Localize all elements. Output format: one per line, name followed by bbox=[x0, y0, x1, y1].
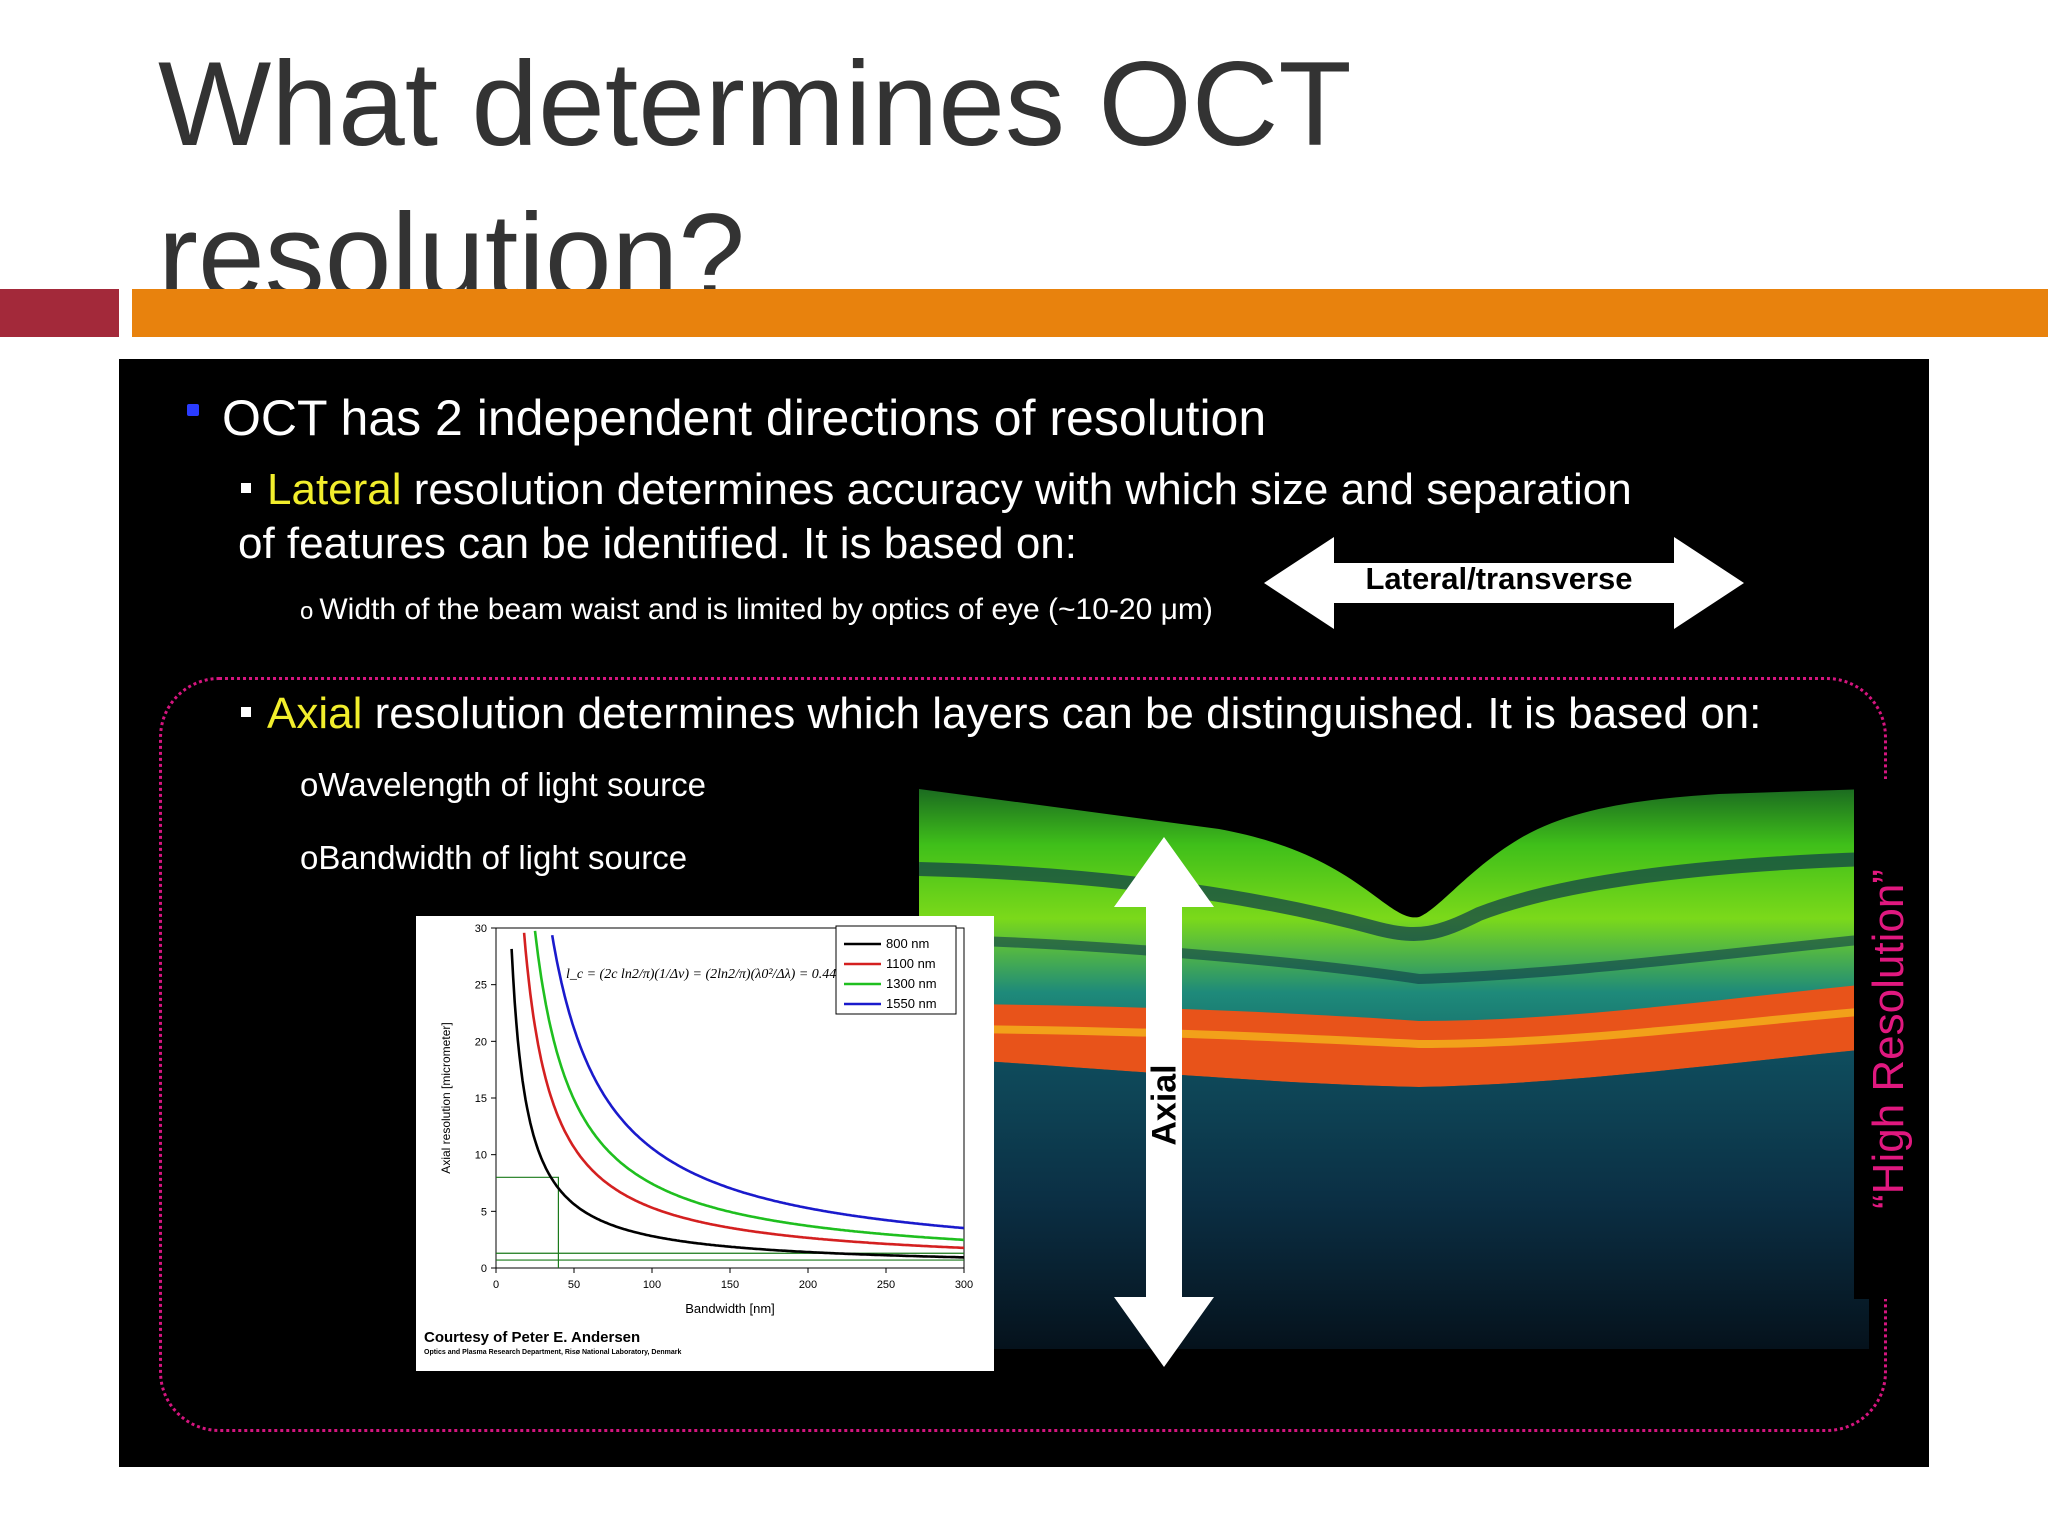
legend-label-1100: 1100 nm bbox=[886, 956, 936, 971]
sub-bullet-marker: o bbox=[300, 839, 319, 876]
bullet-lateral: Lateral resolution determines accuracy w… bbox=[241, 465, 1632, 515]
legend-box bbox=[835, 925, 957, 1015]
y-tick-label: 25 bbox=[475, 980, 487, 992]
x-axis-label: Bandwidth [nm] bbox=[685, 1301, 775, 1316]
guide-line bbox=[496, 1176, 559, 1268]
sub-bullet-marker: o bbox=[300, 766, 319, 803]
axial-sub-text-2: Bandwidth of light source bbox=[318, 839, 688, 876]
y-axis-label: Axial resolution [micrometer] bbox=[439, 1022, 453, 1173]
title-accent-orange bbox=[132, 289, 2048, 337]
axial-text: resolution determines which layers can b… bbox=[362, 689, 1762, 738]
x-tick-label: 300 bbox=[955, 1279, 973, 1291]
axial-sub-text-1: Wavelength of light source bbox=[318, 766, 707, 803]
series-line-1100 bbox=[522, 932, 965, 1250]
series-line-1550 bbox=[550, 934, 965, 1230]
x-tick-label: 150 bbox=[721, 1279, 739, 1291]
axial-double-arrow-icon bbox=[1114, 837, 1214, 1367]
bullet-axial: Axial resolution determines which layers… bbox=[241, 689, 1761, 739]
bullet-dot bbox=[187, 404, 199, 416]
axial-arrow-label: Axial bbox=[1145, 1064, 1184, 1146]
chart-credit: Courtesy of Peter E. Andersen bbox=[424, 1329, 641, 1346]
axial-sub-bullet-2: oBandwidth of light source bbox=[300, 839, 687, 877]
lateral-text-2: of features can be identified. It is bas… bbox=[238, 519, 1077, 568]
lateral-sub-bullet: o Width of the beam waist and is limited … bbox=[300, 593, 1213, 627]
y-tick-label: 0 bbox=[481, 1263, 487, 1275]
page-title: What determines OCT resolution? bbox=[158, 28, 1858, 332]
square-bullet bbox=[241, 483, 251, 494]
x-tick-label: 50 bbox=[568, 1279, 580, 1291]
x-tick-label: 250 bbox=[877, 1279, 895, 1291]
legend-label-1300: 1300 nm bbox=[886, 976, 937, 991]
axial-sub-bullet-1: oWavelength of light source bbox=[300, 766, 706, 804]
square-bullet bbox=[241, 707, 251, 718]
lateral-keyword: Lateral bbox=[267, 465, 402, 514]
axial-resolution-plot: 0 50 100 150 200 250 300 0 5 10 15 20 25 30 Bandwidth … bbox=[439, 923, 973, 1316]
axial-keyword: Axial bbox=[267, 689, 363, 738]
oct-retina-scan-image bbox=[919, 789, 1869, 1349]
lateral-text-1: resolution determines accuracy with whic… bbox=[401, 465, 1632, 514]
slide-image-panel: OCT has 2 independent directions of reso… bbox=[119, 359, 1929, 1467]
y-tick-label: 30 bbox=[475, 923, 487, 935]
high-resolution-label-background bbox=[1854, 779, 1914, 1299]
bullet-main: OCT has 2 independent directions of reso… bbox=[222, 390, 1267, 446]
x-tick-label: 0 bbox=[493, 1279, 499, 1291]
legend-label-800: 800 nm bbox=[886, 936, 929, 951]
x-tick-label: 100 bbox=[643, 1279, 661, 1291]
lateral-double-arrow-icon bbox=[1264, 537, 1744, 629]
y-tick-label: 5 bbox=[481, 1206, 487, 1218]
title-line-1: What determines OCT bbox=[158, 37, 1352, 171]
lateral-arrow-label: Lateral/transverse bbox=[1365, 561, 1633, 596]
formula-text: l_c = (2c ln2/π)(1/Δν) = (2ln2/π)(λ0²/Δλ… bbox=[566, 967, 875, 982]
y-tick-label: 15 bbox=[475, 1093, 487, 1105]
series-line-1300 bbox=[533, 930, 965, 1242]
title-accent-red bbox=[0, 289, 119, 337]
lateral-sub-text: Width of the beam waist and is limited b… bbox=[319, 593, 1213, 626]
legend-label-1550: 1550 nm bbox=[886, 996, 937, 1011]
axial-resolution-chart: 0 50 100 150 200 250 300 0 5 10 15 20 25 30 Bandwidth … bbox=[416, 916, 994, 1371]
y-tick-label: 10 bbox=[475, 1150, 487, 1162]
series-line-800 bbox=[510, 948, 965, 1259]
y-tick-label: 20 bbox=[475, 1036, 487, 1048]
sub-bullet-marker: o bbox=[300, 598, 314, 625]
high-resolution-label: “High Resolution” bbox=[1864, 869, 1913, 1209]
chart-credit-affiliation: Optics and Plasma Research Department, R… bbox=[424, 1349, 682, 1356]
x-tick-label: 200 bbox=[799, 1279, 817, 1291]
